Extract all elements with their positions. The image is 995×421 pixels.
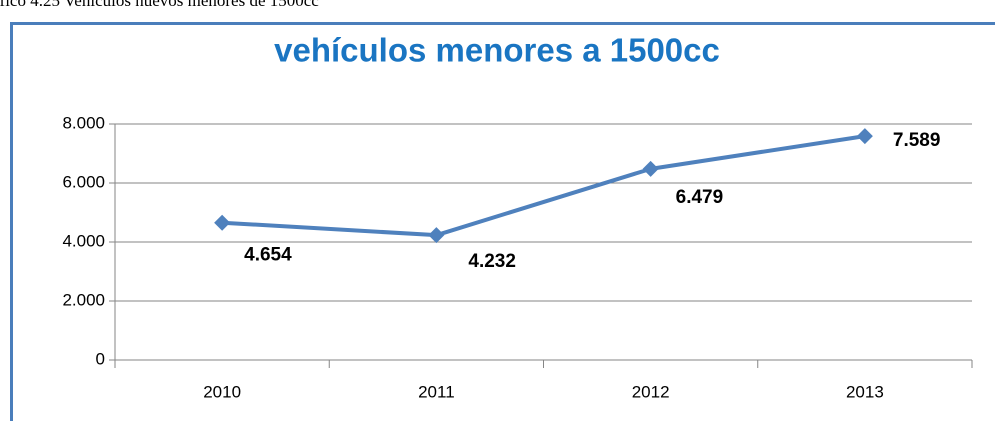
value-label: 4.654 (244, 245, 292, 266)
value-label: 4.232 (468, 251, 516, 272)
marker (856, 128, 873, 145)
marker (428, 227, 445, 244)
value-label: 6.479 (676, 187, 724, 208)
marker (642, 160, 659, 177)
x-tick-label: 2011 (418, 382, 455, 401)
y-tick-label: 6.000 (62, 172, 105, 191)
marker (214, 214, 231, 231)
caption: áfico 4.25 Vehículos nuevos menores de 1… (0, 0, 319, 10)
y-tick-label: 4.000 (62, 231, 105, 250)
value-label: 7.589 (893, 130, 941, 151)
x-tick-label: 2012 (632, 382, 670, 401)
x-tick-label: 2010 (203, 382, 241, 401)
y-tick-label: 0 (96, 349, 105, 368)
chart-title: vehículos menores a 1500cc (274, 32, 720, 69)
frame (10, 22, 995, 421)
x-tick-label: 2013 (846, 382, 884, 401)
y-tick-label: 8.000 (62, 113, 105, 132)
line (222, 134, 866, 238)
y-tick-label: 2.000 (62, 290, 105, 309)
